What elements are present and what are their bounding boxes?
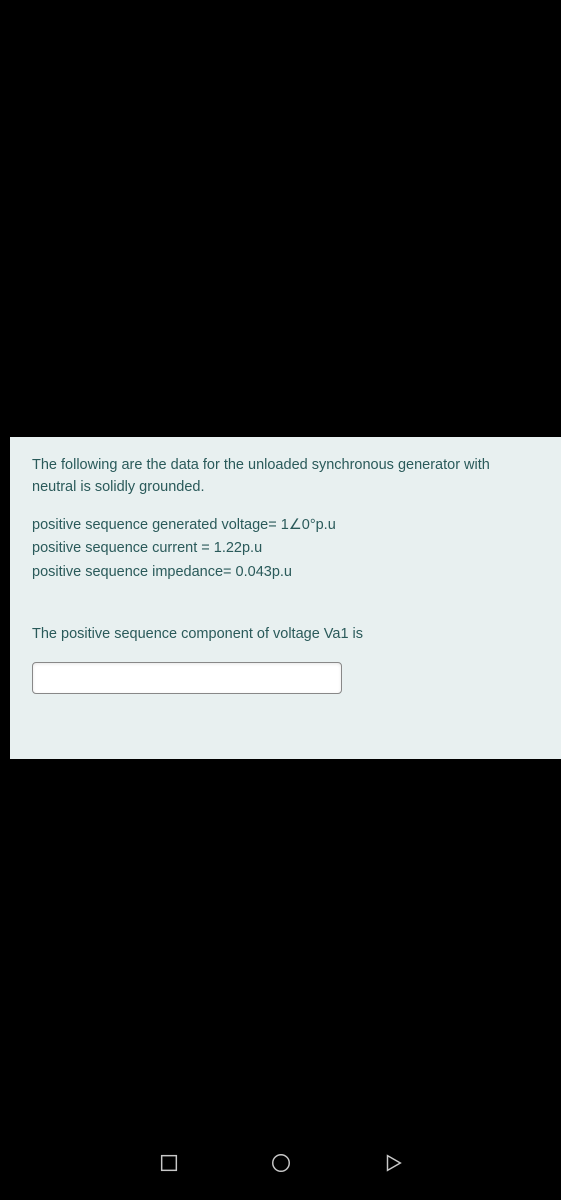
triangle-icon bbox=[382, 1152, 404, 1174]
back-button[interactable] bbox=[382, 1152, 404, 1179]
intro-paragraph: The following are the data for the unloa… bbox=[32, 455, 539, 499]
data-line-impedance: positive sequence impedance= 0.043p.u bbox=[32, 562, 539, 584]
data-line-current: positive sequence current = 1.22p.u bbox=[32, 538, 539, 560]
intro-text-line2: neutral is solidly grounded. bbox=[32, 479, 205, 495]
android-nav-bar bbox=[0, 1130, 561, 1200]
data-line-voltage: positive sequence generated voltage= 1∠0… bbox=[32, 515, 539, 537]
intro-text-line1: The following are the data for the unloa… bbox=[32, 457, 490, 473]
circle-icon bbox=[270, 1152, 292, 1174]
question-text: The positive sequence component of volta… bbox=[32, 624, 539, 646]
answer-input[interactable] bbox=[32, 662, 342, 694]
square-icon bbox=[158, 1152, 180, 1174]
recent-apps-button[interactable] bbox=[158, 1152, 180, 1179]
data-block: positive sequence generated voltage= 1∠0… bbox=[32, 515, 539, 584]
home-button[interactable] bbox=[270, 1152, 292, 1179]
question-card: The following are the data for the unloa… bbox=[10, 437, 561, 759]
